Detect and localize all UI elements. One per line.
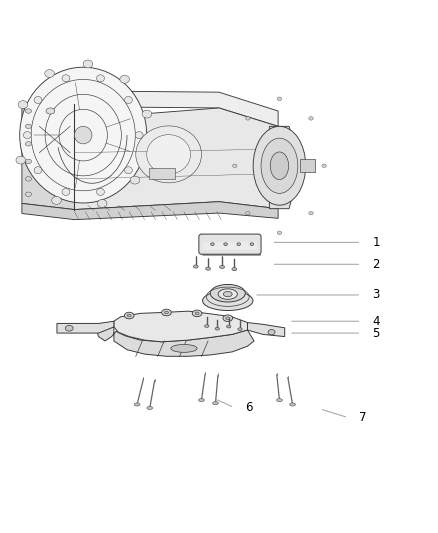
Ellipse shape — [62, 75, 70, 82]
Ellipse shape — [120, 75, 130, 83]
Ellipse shape — [20, 67, 147, 203]
Ellipse shape — [270, 152, 289, 180]
Ellipse shape — [238, 328, 242, 330]
Ellipse shape — [219, 265, 224, 269]
Ellipse shape — [224, 243, 227, 246]
Ellipse shape — [192, 310, 202, 317]
Ellipse shape — [233, 164, 237, 167]
Ellipse shape — [246, 117, 250, 120]
Ellipse shape — [97, 199, 107, 207]
Polygon shape — [22, 201, 278, 220]
Ellipse shape — [206, 267, 210, 270]
Ellipse shape — [171, 344, 197, 352]
Text: 5: 5 — [372, 327, 380, 340]
Ellipse shape — [147, 135, 191, 174]
Ellipse shape — [124, 96, 132, 103]
Ellipse shape — [127, 314, 131, 317]
Polygon shape — [74, 91, 278, 126]
Ellipse shape — [223, 315, 233, 321]
FancyBboxPatch shape — [149, 168, 175, 179]
Ellipse shape — [250, 243, 254, 246]
Ellipse shape — [215, 327, 219, 330]
Text: 7: 7 — [359, 411, 367, 424]
Ellipse shape — [213, 402, 219, 405]
Ellipse shape — [83, 60, 93, 68]
Ellipse shape — [195, 312, 199, 314]
Ellipse shape — [124, 167, 132, 174]
Ellipse shape — [147, 407, 153, 409]
Ellipse shape — [277, 399, 282, 402]
Ellipse shape — [34, 167, 42, 174]
Ellipse shape — [134, 403, 140, 406]
Ellipse shape — [34, 96, 42, 103]
Ellipse shape — [164, 311, 168, 314]
Ellipse shape — [124, 312, 134, 319]
Text: 2: 2 — [372, 258, 380, 271]
Text: 1: 1 — [372, 236, 380, 249]
Ellipse shape — [253, 126, 306, 205]
Ellipse shape — [322, 164, 326, 167]
Ellipse shape — [62, 188, 70, 196]
Ellipse shape — [162, 309, 171, 316]
Ellipse shape — [194, 265, 198, 268]
Ellipse shape — [309, 117, 313, 120]
Text: 4: 4 — [372, 315, 380, 328]
Ellipse shape — [268, 329, 275, 335]
Ellipse shape — [142, 110, 152, 118]
Ellipse shape — [45, 70, 54, 77]
Ellipse shape — [237, 243, 240, 246]
Ellipse shape — [309, 212, 313, 215]
Polygon shape — [74, 108, 278, 209]
Ellipse shape — [218, 289, 237, 300]
Polygon shape — [96, 327, 254, 356]
Ellipse shape — [211, 243, 214, 246]
Ellipse shape — [232, 268, 237, 271]
Ellipse shape — [246, 212, 250, 215]
Text: 3: 3 — [372, 288, 380, 302]
Ellipse shape — [210, 285, 245, 302]
Ellipse shape — [65, 326, 73, 331]
Ellipse shape — [277, 231, 282, 235]
Ellipse shape — [205, 325, 209, 327]
Ellipse shape — [46, 108, 55, 114]
Ellipse shape — [25, 192, 32, 197]
Ellipse shape — [202, 291, 253, 311]
FancyBboxPatch shape — [199, 234, 261, 254]
Ellipse shape — [261, 138, 298, 193]
Ellipse shape — [25, 142, 32, 146]
Ellipse shape — [25, 109, 32, 113]
Ellipse shape — [52, 197, 61, 204]
Ellipse shape — [18, 101, 28, 109]
Ellipse shape — [226, 325, 231, 328]
Ellipse shape — [96, 188, 104, 196]
Ellipse shape — [290, 403, 295, 406]
Ellipse shape — [25, 177, 32, 181]
Ellipse shape — [277, 97, 282, 101]
Polygon shape — [269, 126, 300, 209]
Ellipse shape — [226, 317, 230, 319]
FancyBboxPatch shape — [203, 242, 257, 250]
Polygon shape — [247, 322, 285, 336]
Text: 6: 6 — [245, 401, 253, 414]
Ellipse shape — [135, 132, 143, 139]
Ellipse shape — [223, 292, 232, 297]
Ellipse shape — [23, 132, 31, 139]
Polygon shape — [114, 311, 247, 342]
Ellipse shape — [130, 176, 140, 184]
Polygon shape — [57, 321, 114, 333]
Ellipse shape — [96, 75, 104, 82]
Ellipse shape — [25, 124, 32, 128]
Polygon shape — [22, 103, 74, 209]
Ellipse shape — [199, 399, 204, 402]
Ellipse shape — [25, 159, 32, 164]
Ellipse shape — [16, 156, 25, 164]
Ellipse shape — [74, 126, 92, 144]
Ellipse shape — [136, 126, 201, 183]
Polygon shape — [300, 159, 315, 172]
Polygon shape — [201, 252, 261, 255]
